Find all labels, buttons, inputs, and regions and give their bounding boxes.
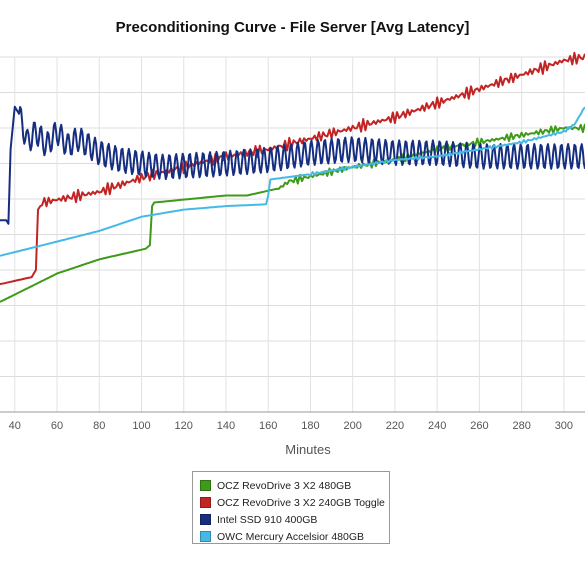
x-tick-label: 40 bbox=[9, 420, 21, 432]
x-tick-label: 160 bbox=[259, 420, 277, 432]
x-tick-labels: 40 60 80 100 120 140 160 180 200 220 240 260 280 300 bbox=[9, 420, 573, 432]
legend-label: OCZ RevoDrive 3 X2 240GB Toggle bbox=[217, 496, 385, 509]
legend-item: Intel SSD 910 400GB bbox=[193, 511, 389, 528]
x-tick-label: 80 bbox=[93, 420, 105, 432]
series-lines bbox=[0, 51, 585, 303]
legend-swatch-icon bbox=[200, 531, 211, 542]
x-tick-label: 220 bbox=[386, 420, 404, 432]
x-tick-label: 140 bbox=[217, 420, 235, 432]
series-line bbox=[0, 51, 585, 286]
series-line bbox=[0, 106, 585, 257]
series-line bbox=[0, 123, 585, 303]
legend-label: OCZ RevoDrive 3 X2 480GB bbox=[217, 479, 352, 492]
x-tick-label: 180 bbox=[301, 420, 319, 432]
x-tick-label: 260 bbox=[470, 420, 488, 432]
x-tick-label: 100 bbox=[132, 420, 150, 432]
x-tick-label: 60 bbox=[51, 420, 63, 432]
x-tick-label: 300 bbox=[555, 420, 573, 432]
series-line bbox=[0, 105, 585, 225]
legend-label: Intel SSD 910 400GB bbox=[217, 513, 318, 526]
legend-item: OCZ RevoDrive 3 X2 240GB Toggle bbox=[193, 494, 389, 511]
chart-title: Preconditioning Curve - File Server [Avg… bbox=[115, 19, 470, 36]
x-axis-label: Minutes bbox=[285, 442, 331, 457]
x-tick-label: 280 bbox=[512, 420, 530, 432]
legend-item: OCZ RevoDrive 3 X2 480GB bbox=[193, 477, 389, 494]
legend-item: OWC Mercury Accelsior 480GB bbox=[193, 528, 389, 545]
legend-swatch-icon bbox=[200, 497, 211, 508]
x-tick-label: 120 bbox=[175, 420, 193, 432]
grid-lines bbox=[0, 56, 585, 413]
legend-swatch-icon bbox=[200, 480, 211, 491]
legend: OCZ RevoDrive 3 X2 480GB OCZ RevoDrive 3… bbox=[192, 471, 390, 544]
x-tick-label: 240 bbox=[428, 420, 446, 432]
x-tick-label: 200 bbox=[344, 420, 362, 432]
legend-swatch-icon bbox=[200, 514, 211, 525]
legend-label: OWC Mercury Accelsior 480GB bbox=[217, 530, 365, 543]
